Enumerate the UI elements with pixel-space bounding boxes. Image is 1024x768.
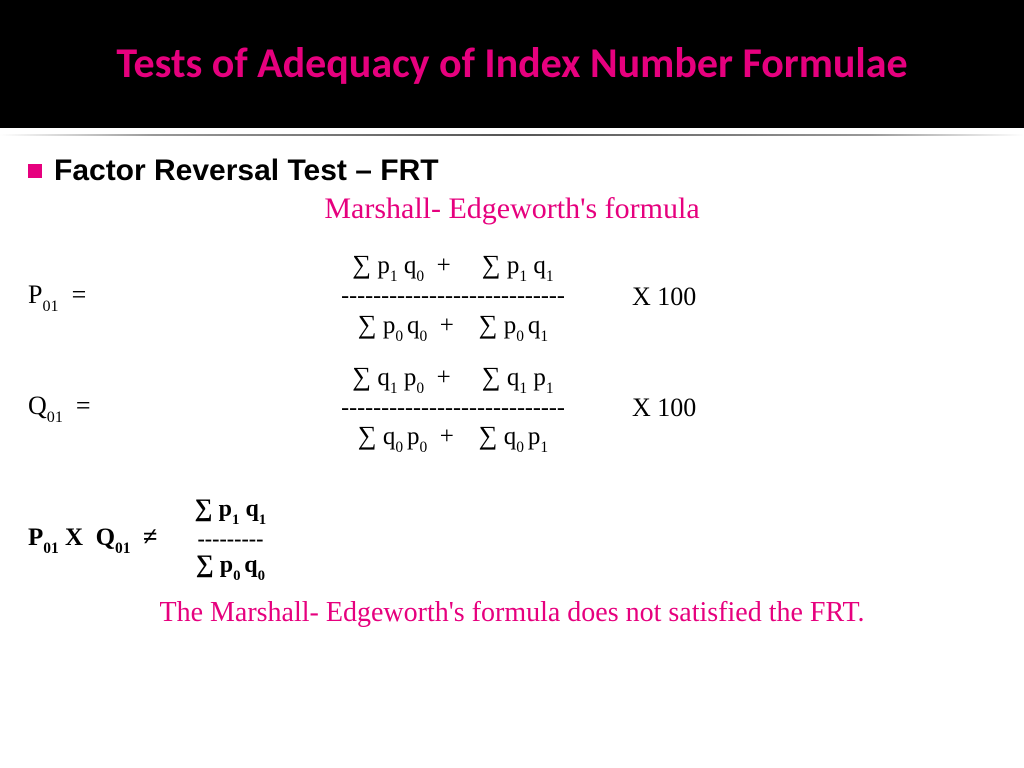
- formula-p01-fraction: ∑ p1 q0 + ∑ p1 q1 ----------------------…: [298, 250, 608, 344]
- formula-p01-tail: X 100: [632, 282, 696, 312]
- formula-p01-dashline: ----------------------------: [341, 286, 565, 308]
- result-fraction: ∑ p1 q1 --------- ∑ p0 q0: [175, 495, 285, 582]
- result-dashline: ---------: [197, 529, 263, 549]
- conclusion-text: The Marshall- Edgeworth's formula does n…: [28, 595, 996, 630]
- formula-q01-numerator: ∑ q1 p0 + ∑ q1 p1: [352, 362, 553, 396]
- formula-q01-lhs: Q01 =: [28, 391, 298, 425]
- result-numerator: ∑ p1 q1: [195, 495, 267, 527]
- slide-header: Tests of Adequacy of Index Number Formul…: [0, 0, 1024, 128]
- formula-p01: P01 = ∑ p1 q0 + ∑ p1 q1 ----------------…: [28, 250, 996, 344]
- formula-q01: Q01 = ∑ q1 p0 + ∑ q1 p1 ----------------…: [28, 362, 996, 456]
- bullet-text: Factor Reversal Test – FRT: [54, 154, 439, 188]
- formula-q01-fraction: ∑ q1 p0 + ∑ q1 p1 ----------------------…: [298, 362, 608, 456]
- formula-q01-denominator: ∑ q0 p0 + ∑ q0 p1: [358, 421, 548, 455]
- formula-q01-dashline: ----------------------------: [341, 398, 565, 420]
- formula-p01-denominator: ∑ p0 q0 + ∑ p0 q1: [358, 310, 548, 344]
- result-lhs: P01 X Q01 ≠: [28, 522, 157, 556]
- formula-q01-tail: X 100: [632, 393, 696, 423]
- formula-p01-lhs: P01 =: [28, 280, 298, 314]
- result-denominator: ∑ p0 q0: [196, 551, 265, 583]
- bullet-row: Factor Reversal Test – FRT: [28, 154, 996, 188]
- bullet-square-icon: [28, 164, 42, 178]
- formula-subtitle: Marshall- Edgeworth's formula: [28, 192, 996, 226]
- slide-content: Factor Reversal Test – FRT Marshall- Edg…: [0, 136, 1024, 630]
- slide-title: Tests of Adequacy of Index Number Formul…: [116, 40, 907, 88]
- result-inequality: P01 X Q01 ≠ ∑ p1 q1 --------- ∑ p0 q0: [28, 495, 996, 582]
- formula-p01-numerator: ∑ p1 q0 + ∑ p1 q1: [352, 250, 553, 284]
